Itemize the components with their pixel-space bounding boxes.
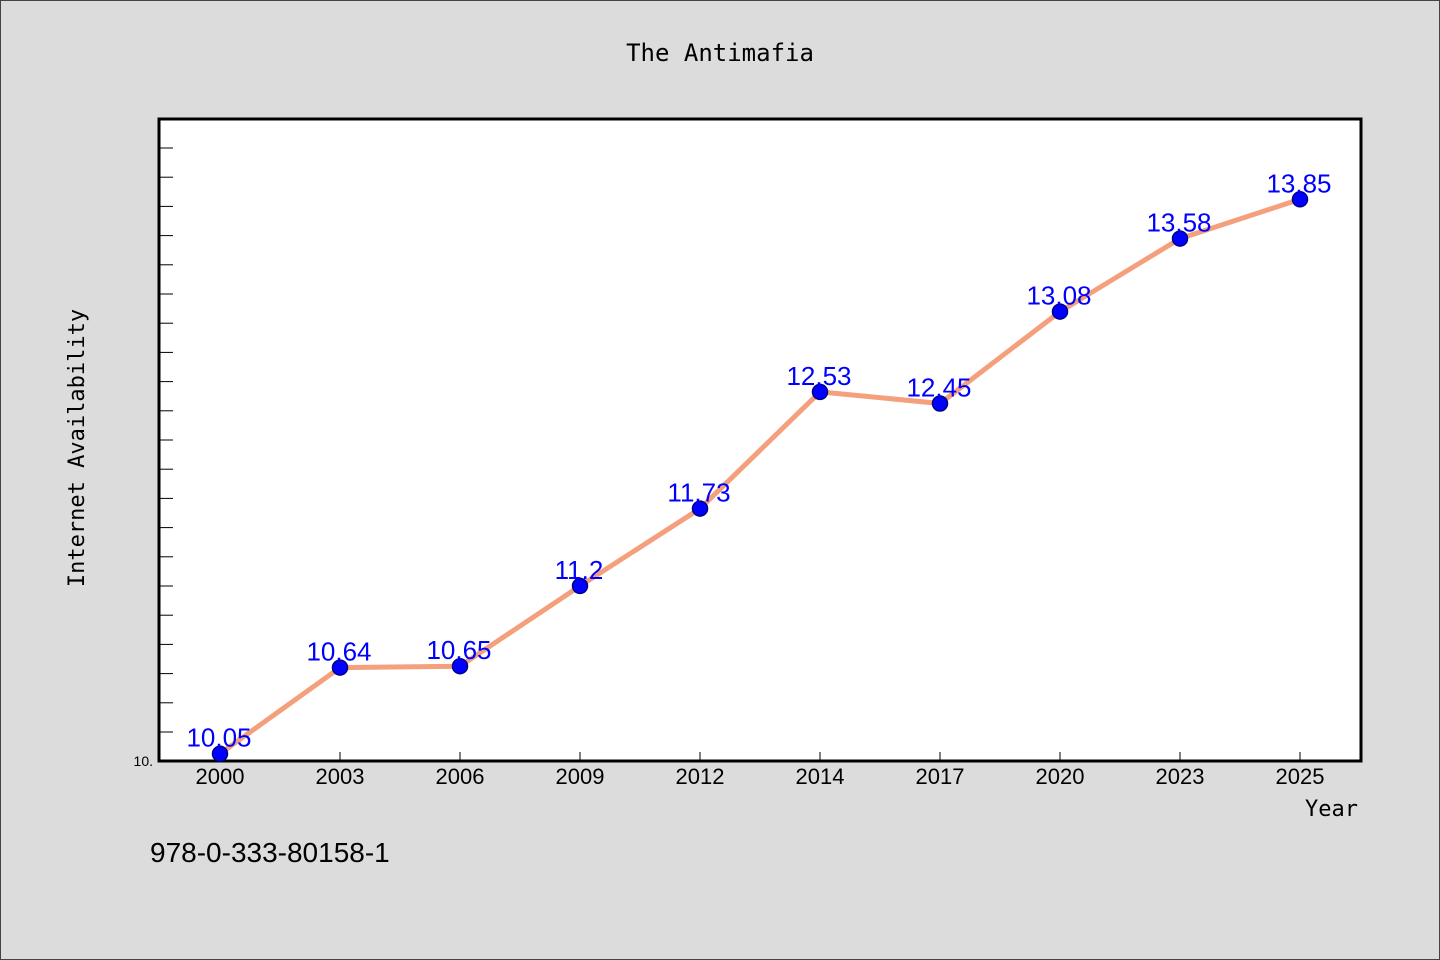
data-point	[571, 577, 589, 595]
series-group: 10.05 10.64 10.65 11.2 11.73 12.53 12.45 13.08 1…	[186, 168, 1332, 762]
data-label: 13.85	[1266, 168, 1331, 198]
data-label: 10.65	[426, 635, 491, 665]
plot-area	[157, 117, 1363, 763]
data-label: 11.73	[667, 478, 730, 508]
chart-title: The Antimafia	[626, 39, 814, 67]
data-label: 12.53	[786, 361, 851, 391]
x-tick-label: 2000	[196, 764, 245, 789]
data-label: 10.05	[186, 723, 251, 753]
y-axis-ticks	[159, 147, 173, 733]
data-point	[1171, 230, 1189, 247]
x-tick-label: 2023	[1156, 764, 1205, 789]
data-point	[331, 659, 349, 676]
x-tick-label: 2003	[316, 764, 365, 789]
footer-isbn: 978-0-333-80158-1	[150, 837, 390, 868]
x-axis-label: Year	[1305, 797, 1358, 822]
data-point	[211, 745, 229, 762]
x-tick-label: 2025	[1276, 764, 1325, 789]
series-line	[217, 196, 1303, 757]
y-tick-label: 10.	[134, 753, 153, 769]
data-label: 11.2	[555, 555, 604, 585]
x-tick-label: 2009	[556, 764, 605, 789]
x-tick-label: 2006	[436, 764, 485, 789]
x-tick-label: 2017	[916, 764, 965, 789]
x-tick-label: 2012	[676, 764, 725, 789]
data-label: 13.58	[1146, 208, 1211, 238]
data-point	[931, 395, 949, 412]
data-point	[691, 500, 709, 517]
x-tick-label: 2014	[796, 764, 845, 789]
data-point	[811, 383, 829, 401]
y-axis-label: Internet Availability	[65, 309, 90, 587]
data-label: 12.45	[906, 373, 971, 403]
data-label: 10.64	[306, 637, 371, 667]
x-tick-label: 2020	[1036, 764, 1085, 789]
data-point	[1291, 191, 1309, 208]
data-label: 13.08	[1026, 281, 1091, 311]
data-point	[451, 657, 469, 675]
x-axis-ticks: 2000 2003 2006 2009 2012 2014 2017 2020 2023 2025	[196, 752, 1325, 789]
data-point	[1051, 303, 1069, 320]
